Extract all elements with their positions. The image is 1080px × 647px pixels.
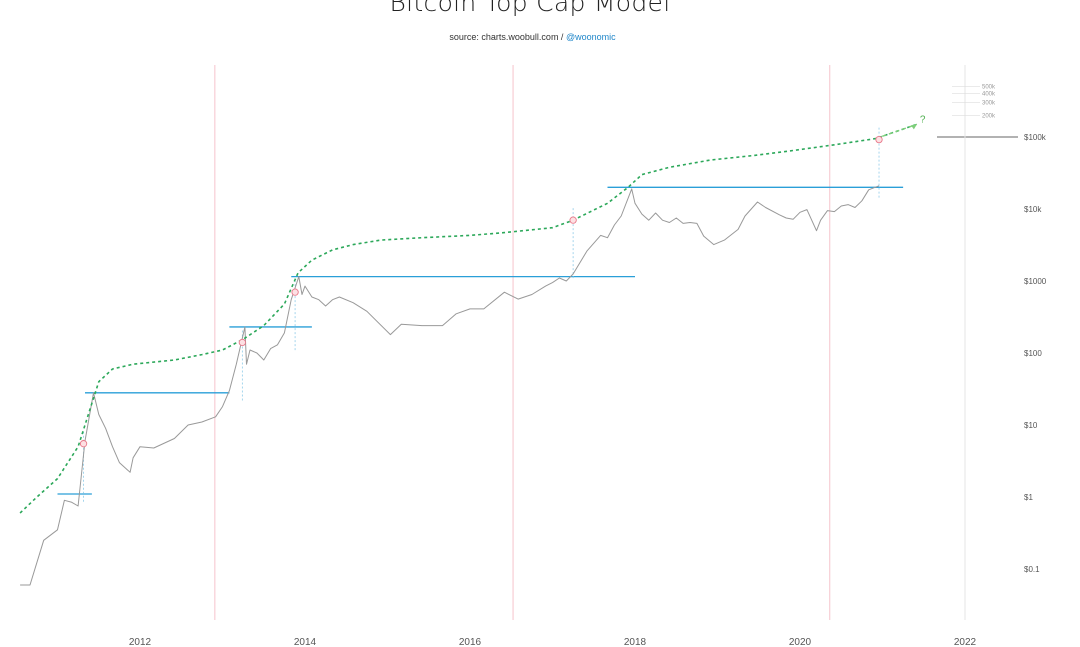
top-marker: [238, 338, 247, 347]
projection-arrow: [910, 124, 917, 130]
source-text: source: charts.woobull.com /: [449, 32, 566, 42]
top-marker: [875, 135, 883, 144]
x-tick-label: 2020: [789, 637, 812, 647]
y-tick-label: $0.1: [1024, 565, 1040, 574]
y-tick-label: $10k: [1024, 205, 1042, 214]
x-tick-label: 2012: [129, 637, 152, 647]
top-marker: [569, 216, 577, 224]
upper-scale-label: 500k: [982, 85, 996, 91]
upper-scale-label: 200k: [982, 113, 996, 119]
price-series-line: [20, 185, 880, 586]
x-tick-label: 2014: [294, 637, 317, 647]
x-tick-label: 2018: [624, 637, 647, 647]
top-cap-series-line: [19, 123, 918, 514]
y-tick-label: $10: [1024, 421, 1038, 430]
x-tick-label: 2022: [954, 637, 977, 647]
chart-source: source: charts.woobull.com / @woonomic: [0, 32, 1065, 42]
y-tick-label: $100: [1024, 349, 1042, 358]
source-handle-link[interactable]: @woonomic: [565, 32, 616, 42]
x-tick-label: 2016: [459, 637, 482, 647]
upper-scale-label: 400k: [982, 92, 996, 98]
top-marker: [79, 440, 88, 448]
y-tick-label: $100k: [1024, 133, 1047, 142]
upper-scale-label: 300k: [982, 101, 996, 107]
y-tick-label: $1000: [1024, 277, 1047, 286]
top-marker: [291, 288, 299, 296]
y-tick-label: $1: [1024, 493, 1033, 502]
projection-line: [875, 123, 918, 140]
chart-title: Bitcoin Top Cap Model: [389, 0, 671, 17]
projection-question-mark: ?: [920, 114, 926, 125]
